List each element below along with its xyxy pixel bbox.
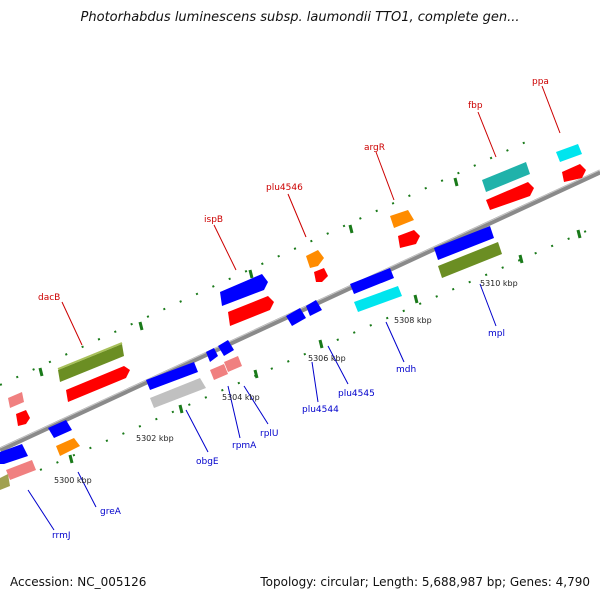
label-plu4544: plu4544 bbox=[302, 405, 339, 415]
label-greA: greA bbox=[100, 507, 122, 517]
gene-plu4546-orange bbox=[306, 250, 324, 268]
gene-dacB bbox=[66, 366, 130, 402]
gene-mpl-blue bbox=[434, 226, 494, 260]
gene-feature bbox=[16, 410, 30, 426]
upper-features bbox=[8, 144, 586, 426]
gene-mdh-blue bbox=[350, 268, 394, 294]
tick-mark bbox=[38, 367, 44, 377]
gene-argR bbox=[398, 230, 420, 248]
gene-ppa-cyan bbox=[556, 144, 582, 162]
label-plu4545: plu4545 bbox=[338, 389, 375, 399]
label-ispB: ispB bbox=[204, 215, 223, 225]
lower-features bbox=[0, 226, 502, 490]
gene-obgE-gray bbox=[150, 378, 206, 408]
tick-mark bbox=[248, 269, 254, 279]
label-obgE: obgE bbox=[196, 457, 219, 467]
label-rrmJ: rrmJ bbox=[52, 531, 71, 541]
top-leader-lines bbox=[61, 85, 561, 346]
tick-mark bbox=[518, 254, 524, 264]
gene-ispB-blue bbox=[220, 274, 268, 306]
gene-feature bbox=[8, 392, 24, 408]
gene-fbp-teal bbox=[482, 162, 530, 192]
tick-mark bbox=[576, 229, 582, 239]
gene-plu4545-blue bbox=[306, 300, 322, 316]
label-argR: argR bbox=[364, 143, 385, 153]
scale-label: 5308 kbp bbox=[394, 316, 432, 325]
gene-feature bbox=[0, 474, 10, 490]
gene-rrmJ-pink bbox=[6, 460, 36, 480]
scale-label: 5302 kbp bbox=[136, 434, 174, 443]
gene-plu4546 bbox=[314, 268, 328, 282]
scale-label: 5300 kbp bbox=[54, 476, 92, 485]
tick-mark bbox=[178, 404, 184, 414]
tick-mark bbox=[138, 321, 144, 331]
gene-dacB-olive bbox=[58, 344, 124, 382]
label-rplU: rplU bbox=[260, 429, 279, 439]
gene-rpmA-blue bbox=[206, 348, 218, 362]
label-mdh: mdh bbox=[396, 365, 416, 375]
gene-rplU-pink bbox=[224, 356, 242, 372]
gene-argR-orange bbox=[390, 210, 414, 228]
tick-mark bbox=[413, 294, 419, 304]
upper-tick-track bbox=[0, 139, 531, 386]
label-mpl: mpl bbox=[488, 329, 505, 339]
gene-greA-blue bbox=[48, 420, 72, 438]
bottom-leader-lines bbox=[27, 283, 497, 531]
gene-rpmA-pink bbox=[210, 364, 228, 380]
label-ppa: ppa bbox=[532, 77, 549, 87]
gene-fbp bbox=[486, 182, 534, 210]
gene-ppa bbox=[562, 164, 586, 182]
label-fbp: fbp bbox=[468, 101, 483, 111]
genome-summary-text: Topology: circular; Length: 5,688,987 bp… bbox=[260, 575, 590, 589]
gene-mdh-cyan bbox=[354, 286, 402, 312]
gene-rplU-blue bbox=[218, 340, 234, 356]
gene-mpl-olive bbox=[438, 242, 502, 278]
scale-label: 5306 kbp bbox=[308, 354, 346, 363]
gene-ispB bbox=[228, 296, 274, 326]
tick-mark bbox=[68, 454, 74, 464]
gene-rrmJ-blue bbox=[0, 444, 28, 464]
tick-mark bbox=[318, 339, 324, 349]
tick-mark bbox=[453, 177, 459, 187]
tick-mark bbox=[348, 224, 354, 234]
gene-plu4544-blue bbox=[286, 308, 306, 326]
label-plu4546: plu4546 bbox=[266, 183, 303, 193]
gene-greA-orange bbox=[56, 438, 80, 456]
scale-label: 5304 kbp bbox=[222, 393, 260, 402]
label-dacB: dacB bbox=[38, 293, 60, 303]
scale-label: 5310 kbp bbox=[480, 279, 518, 288]
accession-text: Accession: NC_005126 bbox=[10, 575, 147, 589]
map-title: Photorhabdus luminescens subsp. laumondi… bbox=[80, 10, 520, 25]
label-rpmA: rpmA bbox=[232, 441, 257, 451]
gene-obgE-blue bbox=[146, 362, 198, 390]
gene-highlight bbox=[57, 342, 123, 370]
tick-mark bbox=[253, 369, 259, 379]
